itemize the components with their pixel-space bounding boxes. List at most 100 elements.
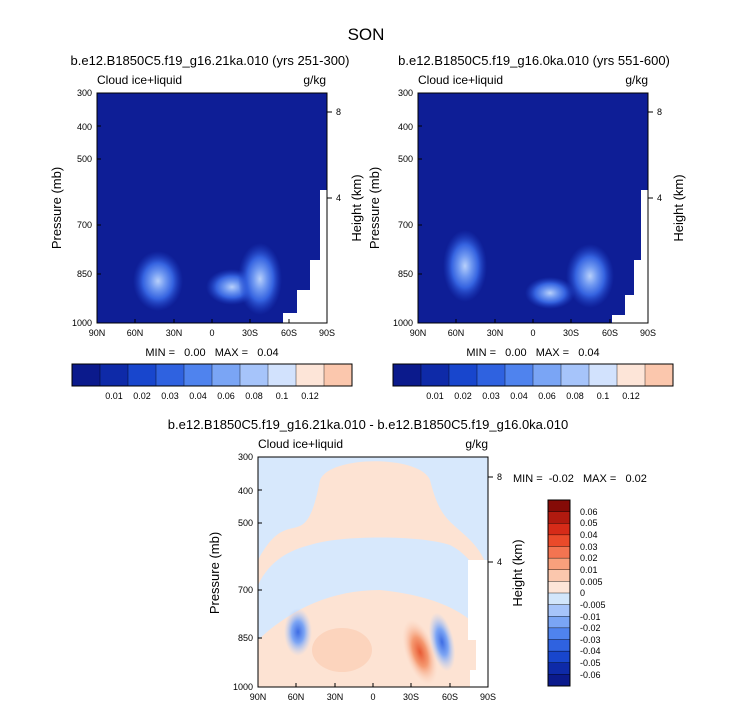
panel-2-colorbar-label: 0.06 — [538, 391, 556, 401]
panel-2-colorbar-label: 0.02 — [454, 391, 472, 401]
panel-2-variable-label: Cloud ice+liquid — [418, 73, 503, 87]
panel-3-ytick-label: 500 — [238, 518, 253, 528]
panel-2-colorbar-label: 0.04 — [510, 391, 528, 401]
panel-3-colorbar-cell — [547, 581, 571, 594]
panel-2-ytick-label: 500 — [398, 154, 413, 164]
panel-2-ytick-label: 850 — [398, 269, 413, 279]
panel-1-min-max: MIN = 0.00 MAX = 0.04 — [145, 347, 278, 359]
panel-1-colorbar-cell — [267, 363, 297, 387]
panel-2-xtick-label: 90S — [640, 328, 656, 338]
panel-2-feature-1 — [443, 230, 487, 302]
panel-1-colorbar-label: 0.01 — [105, 391, 123, 401]
panel-3-colorbar-label: 0.04 — [580, 530, 598, 540]
panel-1-ytick-label: 500 — [77, 154, 92, 164]
panel-3-colorbar-label: -0.03 — [580, 635, 601, 645]
panel-3-ytick-label: 1000 — [233, 682, 253, 692]
panel-1-colorbar-cell — [239, 363, 269, 387]
panel-3-colorbar-label: -0.01 — [580, 612, 601, 622]
panel-2-xtick-label: 60S — [602, 328, 618, 338]
panel-1-plot-area — [96, 92, 328, 324]
panel-2-colorbar-label: 0.08 — [566, 391, 584, 401]
panel-3-ytick-label: 300 — [238, 452, 253, 462]
panel-2-colorbar: 0.01 0.02 0.03 0.04 0.06 0.08 0.1 0.12 — [392, 363, 674, 401]
panel-1-ytick-label: 700 — [77, 220, 92, 230]
panel-1-xtick-label: 90S — [319, 328, 335, 338]
panel-1-colorbar-cell — [155, 363, 185, 387]
panel-1-colorbar-cell — [211, 363, 241, 387]
panel-1-xtick-label: 30S — [242, 328, 258, 338]
panel-1-xtick-label: 0 — [209, 328, 214, 338]
panel-1-xtick-label: 60S — [281, 328, 297, 338]
panel-2-xtick-label: 0 — [530, 328, 535, 338]
panel-1-ytick-label: 400 — [77, 122, 92, 132]
panel-3-colorbar-cell — [547, 604, 571, 617]
panel-3-xtick-label: 90S — [480, 692, 496, 702]
panel-1-ylabel-right: Height (km) — [349, 174, 364, 241]
panel-3-height-tick-label: 4 — [497, 557, 502, 567]
panel-3-colorbar-cell — [547, 557, 571, 571]
panel-2-colorbar-cell — [504, 363, 534, 387]
panel-1-colorbar: 0.01 0.02 0.03 0.04 0.06 0.08 0.1 0.12 — [71, 363, 353, 401]
panel-3-colorbar-label: -0.02 — [580, 623, 601, 633]
panel-1-feature-3 — [238, 243, 282, 315]
panel-1-height-tick-label: 4 — [336, 193, 341, 203]
panel-3-colorbar-cell — [547, 569, 571, 582]
panel-2-feature-3 — [566, 244, 614, 308]
panel-1-colorbar-cell — [99, 363, 129, 387]
panel-3-title: b.e12.B1850C5.f19_g16.21ka.010 - b.e12.B… — [168, 417, 568, 432]
panel-3-height-tick-label: 8 — [497, 472, 502, 482]
panel-1-colorbar-cell — [71, 363, 101, 387]
panel-3-negative-feature-1 — [284, 608, 312, 656]
panel-2-missing-region — [612, 190, 648, 323]
panel-3-tick-marks — [258, 476, 493, 687]
panel-1-colorbar-label: 0.12 — [301, 391, 319, 401]
panel-1-ylabel: Pressure (mb) — [49, 167, 64, 249]
panel-3-ytick-label: 400 — [238, 486, 253, 496]
panel-1-x-axis: 90N 60N 30N 0 30S 60S 90S — [89, 328, 335, 338]
panel-3-colorbar-cell — [547, 523, 571, 536]
panel-2-colorbar-label: 0.12 — [622, 391, 640, 401]
panel-2-ylabel-right: Height (km) — [671, 174, 686, 241]
panel-2-tick-marks — [418, 111, 653, 323]
panel-3-colorbar-label: 0.03 — [580, 542, 598, 552]
panel-1-colorbar-cell — [183, 363, 213, 387]
panel-1-variable-label: Cloud ice+liquid — [97, 73, 182, 87]
panel-3-plot-area — [257, 456, 489, 688]
panel-1-xtick-label: 90N — [89, 328, 106, 338]
panel-3-colorbar-cell — [547, 592, 571, 606]
panel-3-colorbar-cell — [547, 546, 571, 559]
panel-3-positive-feature-2 — [402, 619, 438, 685]
panel-1: b.e12.B1850C5.f19_g16.21ka.010 (yrs 251-… — [49, 53, 364, 401]
panel-3-colorbar-cell — [547, 616, 571, 629]
panel-2-colorbar-cell — [588, 363, 618, 387]
panel-2-ytick-label: 400 — [398, 122, 413, 132]
panel-1-tick-marks — [97, 111, 332, 323]
panel-2-xtick-label: 30S — [563, 328, 579, 338]
figure-title: SON — [348, 25, 385, 44]
panel-3-colorbar-label: 0.05 — [580, 518, 598, 528]
panel-1-colorbar-label: 0.06 — [217, 391, 235, 401]
panel-3-colorbar-label: -0.005 — [580, 600, 606, 610]
panel-2-colorbar-cell — [476, 363, 506, 387]
panel-3-colorbar-label: -0.04 — [580, 646, 601, 656]
panel-2-plot-area — [417, 92, 649, 324]
panel-1-colorbar-label: 0.08 — [245, 391, 263, 401]
panel-3-colorbar-label: -0.06 — [580, 670, 601, 680]
panel-2-units-label: g/kg — [625, 73, 648, 87]
panel-1-ytick-label: 850 — [77, 269, 92, 279]
panel-3-xtick-label: 0 — [370, 692, 375, 702]
panel-1-feature-1 — [133, 251, 183, 311]
panel-3-missing-region — [468, 560, 488, 687]
panel-2-colorbar-cell — [392, 363, 422, 387]
panel-1-colorbar-label: 0.1 — [276, 391, 289, 401]
panel-3-colorbar-label: 0 — [580, 588, 585, 598]
panel-1-height-axis: 8 4 — [336, 107, 341, 203]
panel-3-colorbar-cell — [547, 662, 571, 675]
panel-2-height-tick-label: 8 — [657, 107, 662, 117]
panel-3-x-axis: 90N 60N 30N 0 30S 60S 90S — [250, 692, 496, 702]
panel-3-negative-band — [258, 537, 488, 640]
panel-3-colorbar-cell — [547, 639, 571, 652]
panel-3-positive-feature-1 — [312, 628, 372, 672]
panel-2-height-tick-label: 4 — [657, 193, 662, 203]
